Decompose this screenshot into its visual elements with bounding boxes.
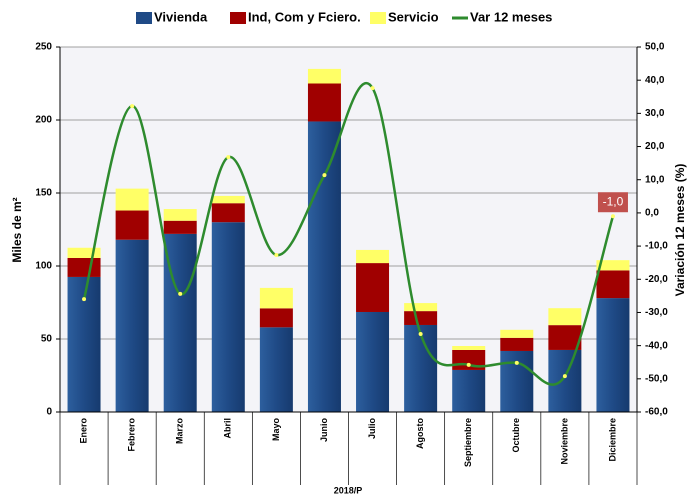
y-tick-label: 150 [35, 188, 52, 199]
y2-tick-label: -40,0 [645, 340, 668, 351]
bar-segment [259, 287, 293, 309]
bar-segment [452, 369, 486, 412]
y2-tick-label: 0,0 [645, 208, 659, 219]
bar-segment [596, 260, 630, 271]
y-tick-label: 50 [41, 334, 53, 345]
legend-label: Var 12 meses [470, 9, 552, 24]
y-tick-label: 0 [46, 407, 52, 418]
y2-tick-label: -60,0 [645, 407, 668, 418]
y2-tick-label: -10,0 [645, 241, 668, 252]
bar-segment [259, 308, 293, 328]
line-point [466, 362, 471, 367]
plot-area [60, 47, 637, 412]
legend-label: Ind, Com y Fciero. [248, 9, 361, 24]
x-tick-label: Abril [223, 418, 233, 439]
bar-segment [404, 311, 438, 325]
x-tick-label: Mayo [271, 418, 281, 442]
y2-tick-label: 40,0 [645, 75, 665, 86]
bar-segment [500, 350, 534, 412]
bar-segment [115, 239, 149, 412]
bar-segment [211, 203, 245, 223]
y2-tick-label: -50,0 [645, 373, 668, 384]
bar-segment [500, 337, 534, 351]
line-point [130, 104, 135, 109]
bar-segment [356, 263, 390, 312]
bar-segment [548, 325, 582, 350]
y2-tick-label: 50,0 [645, 42, 665, 53]
y2-tick-label: -20,0 [645, 274, 668, 285]
x-tick-label: Diciembre [607, 418, 617, 462]
y2-axis-title: Variación 12 meses (%) [673, 164, 687, 297]
x-tick-label: Julio [367, 418, 377, 440]
bar-segment [452, 346, 486, 350]
legend-swatch [370, 12, 386, 24]
x-tick-label: Octubre [511, 418, 521, 453]
y-tick-label: 250 [35, 42, 52, 53]
bar-segment [548, 308, 582, 326]
line-point [562, 374, 567, 379]
bar-segment [211, 195, 245, 204]
y2-tick-label: 20,0 [645, 141, 665, 152]
legend-label: Vivienda [154, 9, 208, 24]
line-point [274, 253, 279, 258]
bar-segment [259, 327, 293, 412]
bar-segment [404, 324, 438, 412]
y-tick-label: 200 [35, 115, 52, 126]
bar-segment [596, 298, 630, 412]
x-axis-title: 2018/P [334, 485, 363, 495]
bar-segment [356, 311, 390, 412]
line-point [226, 155, 231, 160]
legend-swatch [136, 12, 152, 24]
y-axis-title: Miles de m² [10, 197, 24, 262]
bar-segment [307, 68, 341, 84]
line-point [418, 332, 423, 337]
bar-segment [404, 303, 438, 312]
bar-segment [307, 83, 341, 122]
bar-segment [500, 329, 534, 338]
legend-label: Servicio [388, 9, 439, 24]
bar-segment [67, 247, 101, 258]
bar-segment [163, 209, 197, 221]
line-point [178, 291, 183, 296]
bar-segment [211, 222, 245, 412]
y2-tick-label: 30,0 [645, 108, 665, 119]
x-tick-label: Enero [78, 418, 88, 444]
bar-segment [307, 121, 341, 413]
bar-segment [356, 249, 390, 264]
bar-segment [67, 257, 101, 277]
y2-tick-label: -30,0 [645, 307, 668, 318]
x-tick-label: Noviembre [559, 418, 569, 465]
bar-segment [163, 220, 197, 234]
bar-segment [548, 349, 582, 412]
x-tick-label: Septiembre [463, 418, 473, 467]
value-label: -1,0 [603, 194, 624, 208]
x-tick-label: Junio [319, 417, 329, 442]
line-point [610, 214, 615, 219]
bar-segment [115, 210, 149, 240]
legend-swatch [230, 12, 246, 24]
line-point [322, 173, 327, 178]
x-tick-label: Agosto [415, 418, 425, 449]
y-tick-label: 100 [35, 261, 52, 272]
x-tick-label: Marzo [175, 418, 185, 445]
line-point [82, 297, 87, 302]
line-point [514, 360, 519, 365]
x-tick-label: Febrero [127, 418, 137, 452]
line-point [370, 86, 375, 91]
bar-segment [596, 270, 630, 299]
value-label-box [597, 192, 628, 213]
bar-segment [115, 188, 149, 211]
y2-tick-label: 10,0 [645, 174, 665, 185]
